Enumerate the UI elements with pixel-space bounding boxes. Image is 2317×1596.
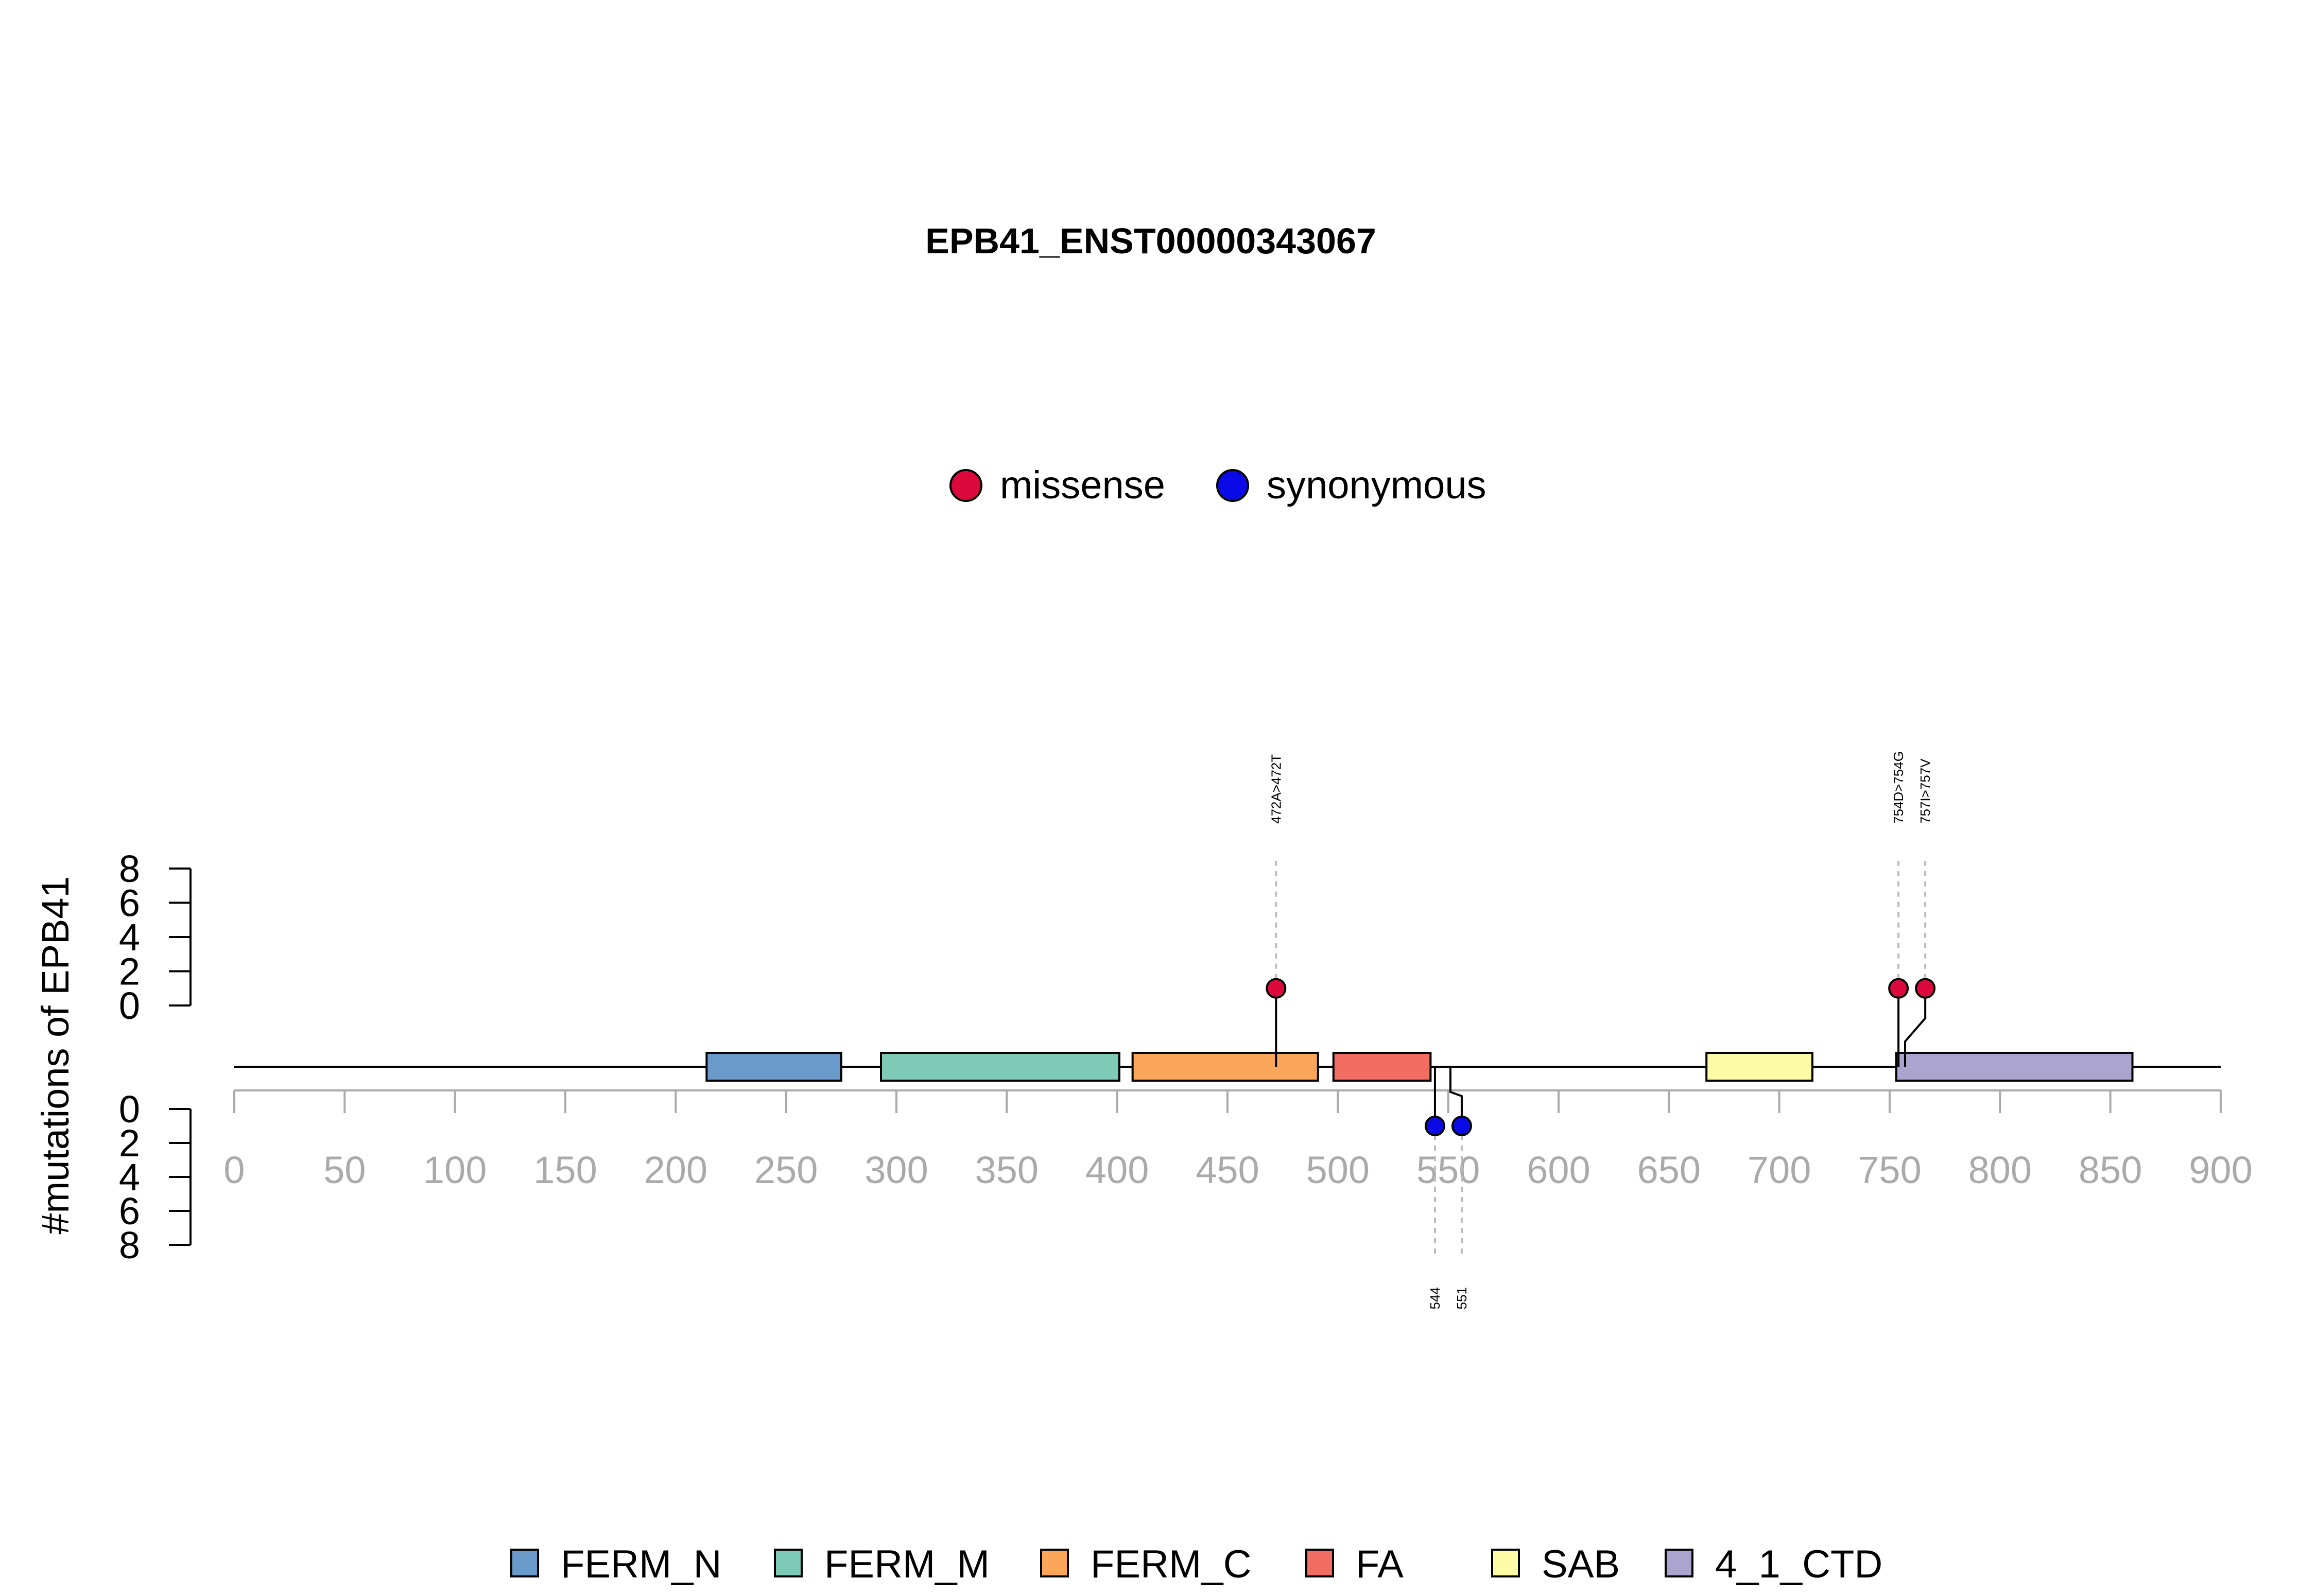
mutation-label: 754D>754G — [1891, 751, 1906, 824]
top-y-tick-label: 4 — [119, 916, 140, 959]
x-tick-label: 800 — [1968, 1149, 2032, 1191]
legend-swatch-FA — [1305, 1549, 1334, 1577]
x-tick-label: 600 — [1527, 1149, 1590, 1191]
domain-4_1_CTD — [1895, 1052, 2134, 1082]
x-tick-label: 700 — [1748, 1149, 1811, 1191]
bottom-y-tick-label: 6 — [119, 1190, 140, 1233]
legend-label-FERM_N: FERM_N — [561, 1542, 721, 1586]
bottom-y-tick-label: 4 — [119, 1156, 140, 1199]
legend-label-synonymous: synonymous — [1267, 463, 1486, 507]
bottom-y-tick-label: 2 — [119, 1122, 140, 1165]
lollipop-stem — [1904, 988, 1927, 1067]
legend-label-missense: missense — [1000, 463, 1165, 507]
mutation-label: 544 — [1427, 1287, 1443, 1309]
legend-label-4_1_CTD: 4_1_CTD — [1715, 1542, 1882, 1586]
lollipop-head-missense — [1888, 978, 1909, 999]
x-tick-label: 200 — [644, 1149, 707, 1191]
legend-swatch-FERM_M — [774, 1549, 803, 1577]
x-tick-label: 900 — [2189, 1149, 2252, 1191]
x-tick-label: 150 — [533, 1149, 597, 1191]
legend-label-FA: FA — [1356, 1542, 1404, 1586]
domain-FERM_M — [879, 1052, 1120, 1082]
legend-label-FERM_C: FERM_C — [1091, 1542, 1251, 1586]
x-tick-label: 350 — [975, 1149, 1039, 1191]
lollipop-head-missense — [1915, 978, 1936, 999]
top-y-tick-label: 2 — [119, 950, 140, 993]
legend-label-FERM_M: FERM_M — [824, 1542, 990, 1586]
x-tick-label: 500 — [1306, 1149, 1370, 1191]
x-tick-label: 750 — [1858, 1149, 1921, 1191]
mutation-label: 551 — [1454, 1287, 1469, 1309]
x-tick-label: 250 — [754, 1149, 818, 1191]
x-tick-label: 400 — [1085, 1149, 1149, 1191]
domain-FA — [1332, 1052, 1432, 1082]
x-tick-label: 450 — [1196, 1149, 1259, 1191]
legend-swatch-FERM_C — [1040, 1549, 1069, 1577]
x-tick-label: 850 — [2079, 1149, 2142, 1191]
x-tick-label: 550 — [1416, 1149, 1480, 1191]
x-axis: 0 50 100 150 200 250 300 350 400 450 500 550 600 650 7… — [223, 1089, 2253, 1191]
bottom-y-tick-label: 0 — [119, 1088, 140, 1131]
x-tick-label: 650 — [1637, 1149, 1701, 1191]
lollipop-head-synonymous — [1424, 1116, 1445, 1136]
bottom-y-tick-label: 8 — [119, 1224, 140, 1267]
top-y-tick-label: 0 — [119, 984, 140, 1027]
top-y-tick-label: 6 — [119, 882, 140, 925]
x-tick-label: 50 — [323, 1149, 366, 1191]
legend-marker-missense — [949, 469, 982, 502]
lollipop-stem — [1449, 1067, 1463, 1126]
legend-swatch-4_1_CTD — [1665, 1549, 1693, 1577]
legend-label-SAB: SAB — [1542, 1542, 1620, 1586]
protein-backbone — [234, 1052, 2221, 1082]
lollipop-head-synonymous — [1451, 1116, 1472, 1136]
legend-swatch-SAB — [1491, 1549, 1520, 1577]
legend-swatch-FERM_N — [510, 1549, 539, 1577]
x-tick-label: 300 — [864, 1149, 928, 1191]
mutation-label: 757I>757V — [1917, 758, 1933, 824]
domain-legend: FERM_N FERM_M FERM_C FA SAB 4_1_CTD — [510, 1542, 1882, 1586]
domain-FERM_N — [705, 1052, 842, 1082]
domain-FERM_C — [1131, 1052, 1319, 1082]
chart-title: EPB41_ENST00000343067 — [925, 221, 1376, 261]
mutation-label: 472A>472T — [1268, 754, 1284, 824]
x-tick-label: 0 — [223, 1149, 245, 1191]
mutation-type-legend: missense synonymous — [949, 463, 1486, 507]
mutation-lollipops: 472A>472T 754D>754G 757I>757V 544 551 — [1266, 751, 1936, 1309]
domain-SAB — [1705, 1052, 1813, 1082]
top-y-tick-label: 8 — [119, 847, 140, 890]
legend-marker-synonymous — [1216, 469, 1249, 502]
y-axis-label: #mutations of EPB41 — [34, 876, 77, 1234]
x-tick-label: 100 — [423, 1149, 487, 1191]
lollipop-head-missense — [1266, 978, 1287, 999]
